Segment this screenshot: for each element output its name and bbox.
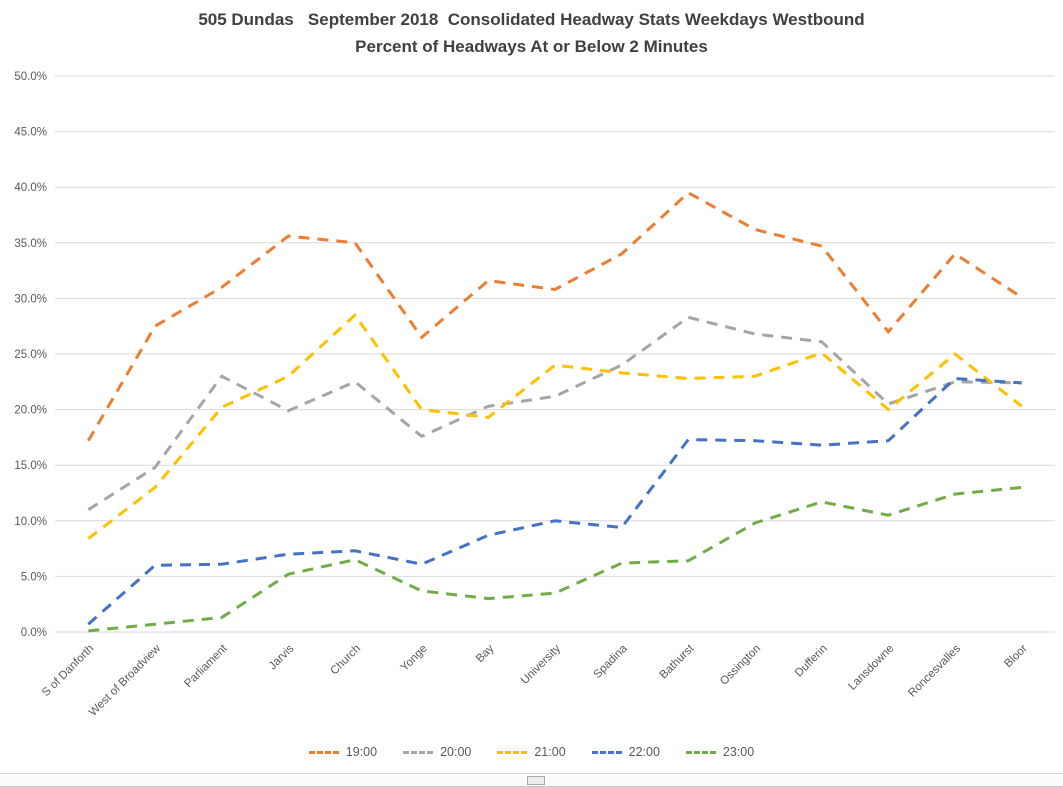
y-tick-label: 35.0% bbox=[14, 238, 47, 250]
x-category-label: Parliament bbox=[182, 642, 230, 690]
x-category-label: S of Danforth bbox=[40, 643, 96, 699]
chart-title-line-1: 505 Dundas September 2018 Consolidated H… bbox=[198, 10, 865, 29]
x-category-label: West of Broadview bbox=[87, 642, 164, 719]
legend-label-23-00: 23:00 bbox=[722, 745, 755, 759]
legend-swatch-22-00 bbox=[591, 750, 622, 754]
legend-swatch-23-00 bbox=[685, 750, 716, 754]
legend-item-19-00: 19:00 bbox=[308, 745, 378, 759]
legend-item-20-00: 20:00 bbox=[403, 745, 471, 759]
chart-title-line-2: Percent of Headways At or Below 2 Minute… bbox=[355, 37, 708, 56]
y-tick-label: 20.0% bbox=[14, 405, 47, 417]
y-tick-label: 15.0% bbox=[14, 460, 47, 472]
chart-plot-area: 0.0% 5.0% 10.0% 15.0% 20.0% 25.0% 30.0% 35.0% 40… bbox=[14, 71, 1055, 719]
series-line-20-00 bbox=[87, 315, 1022, 511]
legend-swatch-19-00 bbox=[308, 750, 339, 754]
legend-label-20-00: 20:00 bbox=[440, 745, 472, 759]
chart-title: 505 Dundas September 2018 Consolidated H… bbox=[0, 6, 1063, 60]
series-line-19-00 bbox=[87, 190, 1023, 442]
legend-item-23-00: 23:00 bbox=[685, 745, 755, 759]
y-tick-label: 45.0% bbox=[14, 127, 47, 139]
x-category-label: Bay bbox=[474, 642, 497, 665]
x-category-label: Yonge bbox=[399, 643, 430, 674]
scrollbar-thumb[interactable] bbox=[527, 776, 545, 785]
series-line-22-00 bbox=[87, 376, 1022, 626]
x-category-label: Roncesvalles bbox=[906, 642, 963, 699]
x-category-label: Spadina bbox=[591, 642, 630, 681]
legend-swatch-21-00 bbox=[497, 750, 528, 754]
y-tick-label: 5.0% bbox=[21, 571, 47, 583]
y-tick-label: 25.0% bbox=[14, 349, 47, 361]
x-category-label: Bloor bbox=[1002, 643, 1030, 671]
legend-label-21-00: 21:00 bbox=[534, 745, 566, 759]
x-category-label: Bathurst bbox=[658, 642, 697, 681]
legend-item-22-00: 22:00 bbox=[591, 745, 660, 759]
x-category-label: Lansdowne bbox=[846, 643, 896, 693]
legend-item-21-00: 21:00 bbox=[497, 745, 566, 759]
horizontal-scrollbar[interactable] bbox=[0, 773, 1063, 787]
series-line-21-00 bbox=[87, 312, 1023, 540]
x-category-label: Ossington bbox=[718, 643, 763, 688]
x-category-label: Jarvis bbox=[267, 642, 297, 672]
series-line-23-00 bbox=[88, 485, 1022, 633]
y-tick-label: 10.0% bbox=[14, 516, 47, 528]
y-tick-label: 0.0% bbox=[21, 627, 47, 639]
legend-label-19-00: 19:00 bbox=[345, 745, 378, 759]
y-tick-label: 50.0% bbox=[14, 71, 47, 83]
x-category-label: University bbox=[519, 642, 563, 686]
legend-label-22-00: 22:00 bbox=[628, 745, 660, 759]
x-category-label: Dufferin bbox=[793, 643, 830, 680]
legend: 19:00 20:00 21:00 22:00 23:00 bbox=[0, 745, 1063, 759]
x-category-label: Church bbox=[328, 643, 363, 678]
legend-swatch-20-00 bbox=[403, 750, 434, 754]
y-tick-label: 30.0% bbox=[14, 293, 47, 305]
y-tick-label: 40.0% bbox=[14, 182, 47, 194]
